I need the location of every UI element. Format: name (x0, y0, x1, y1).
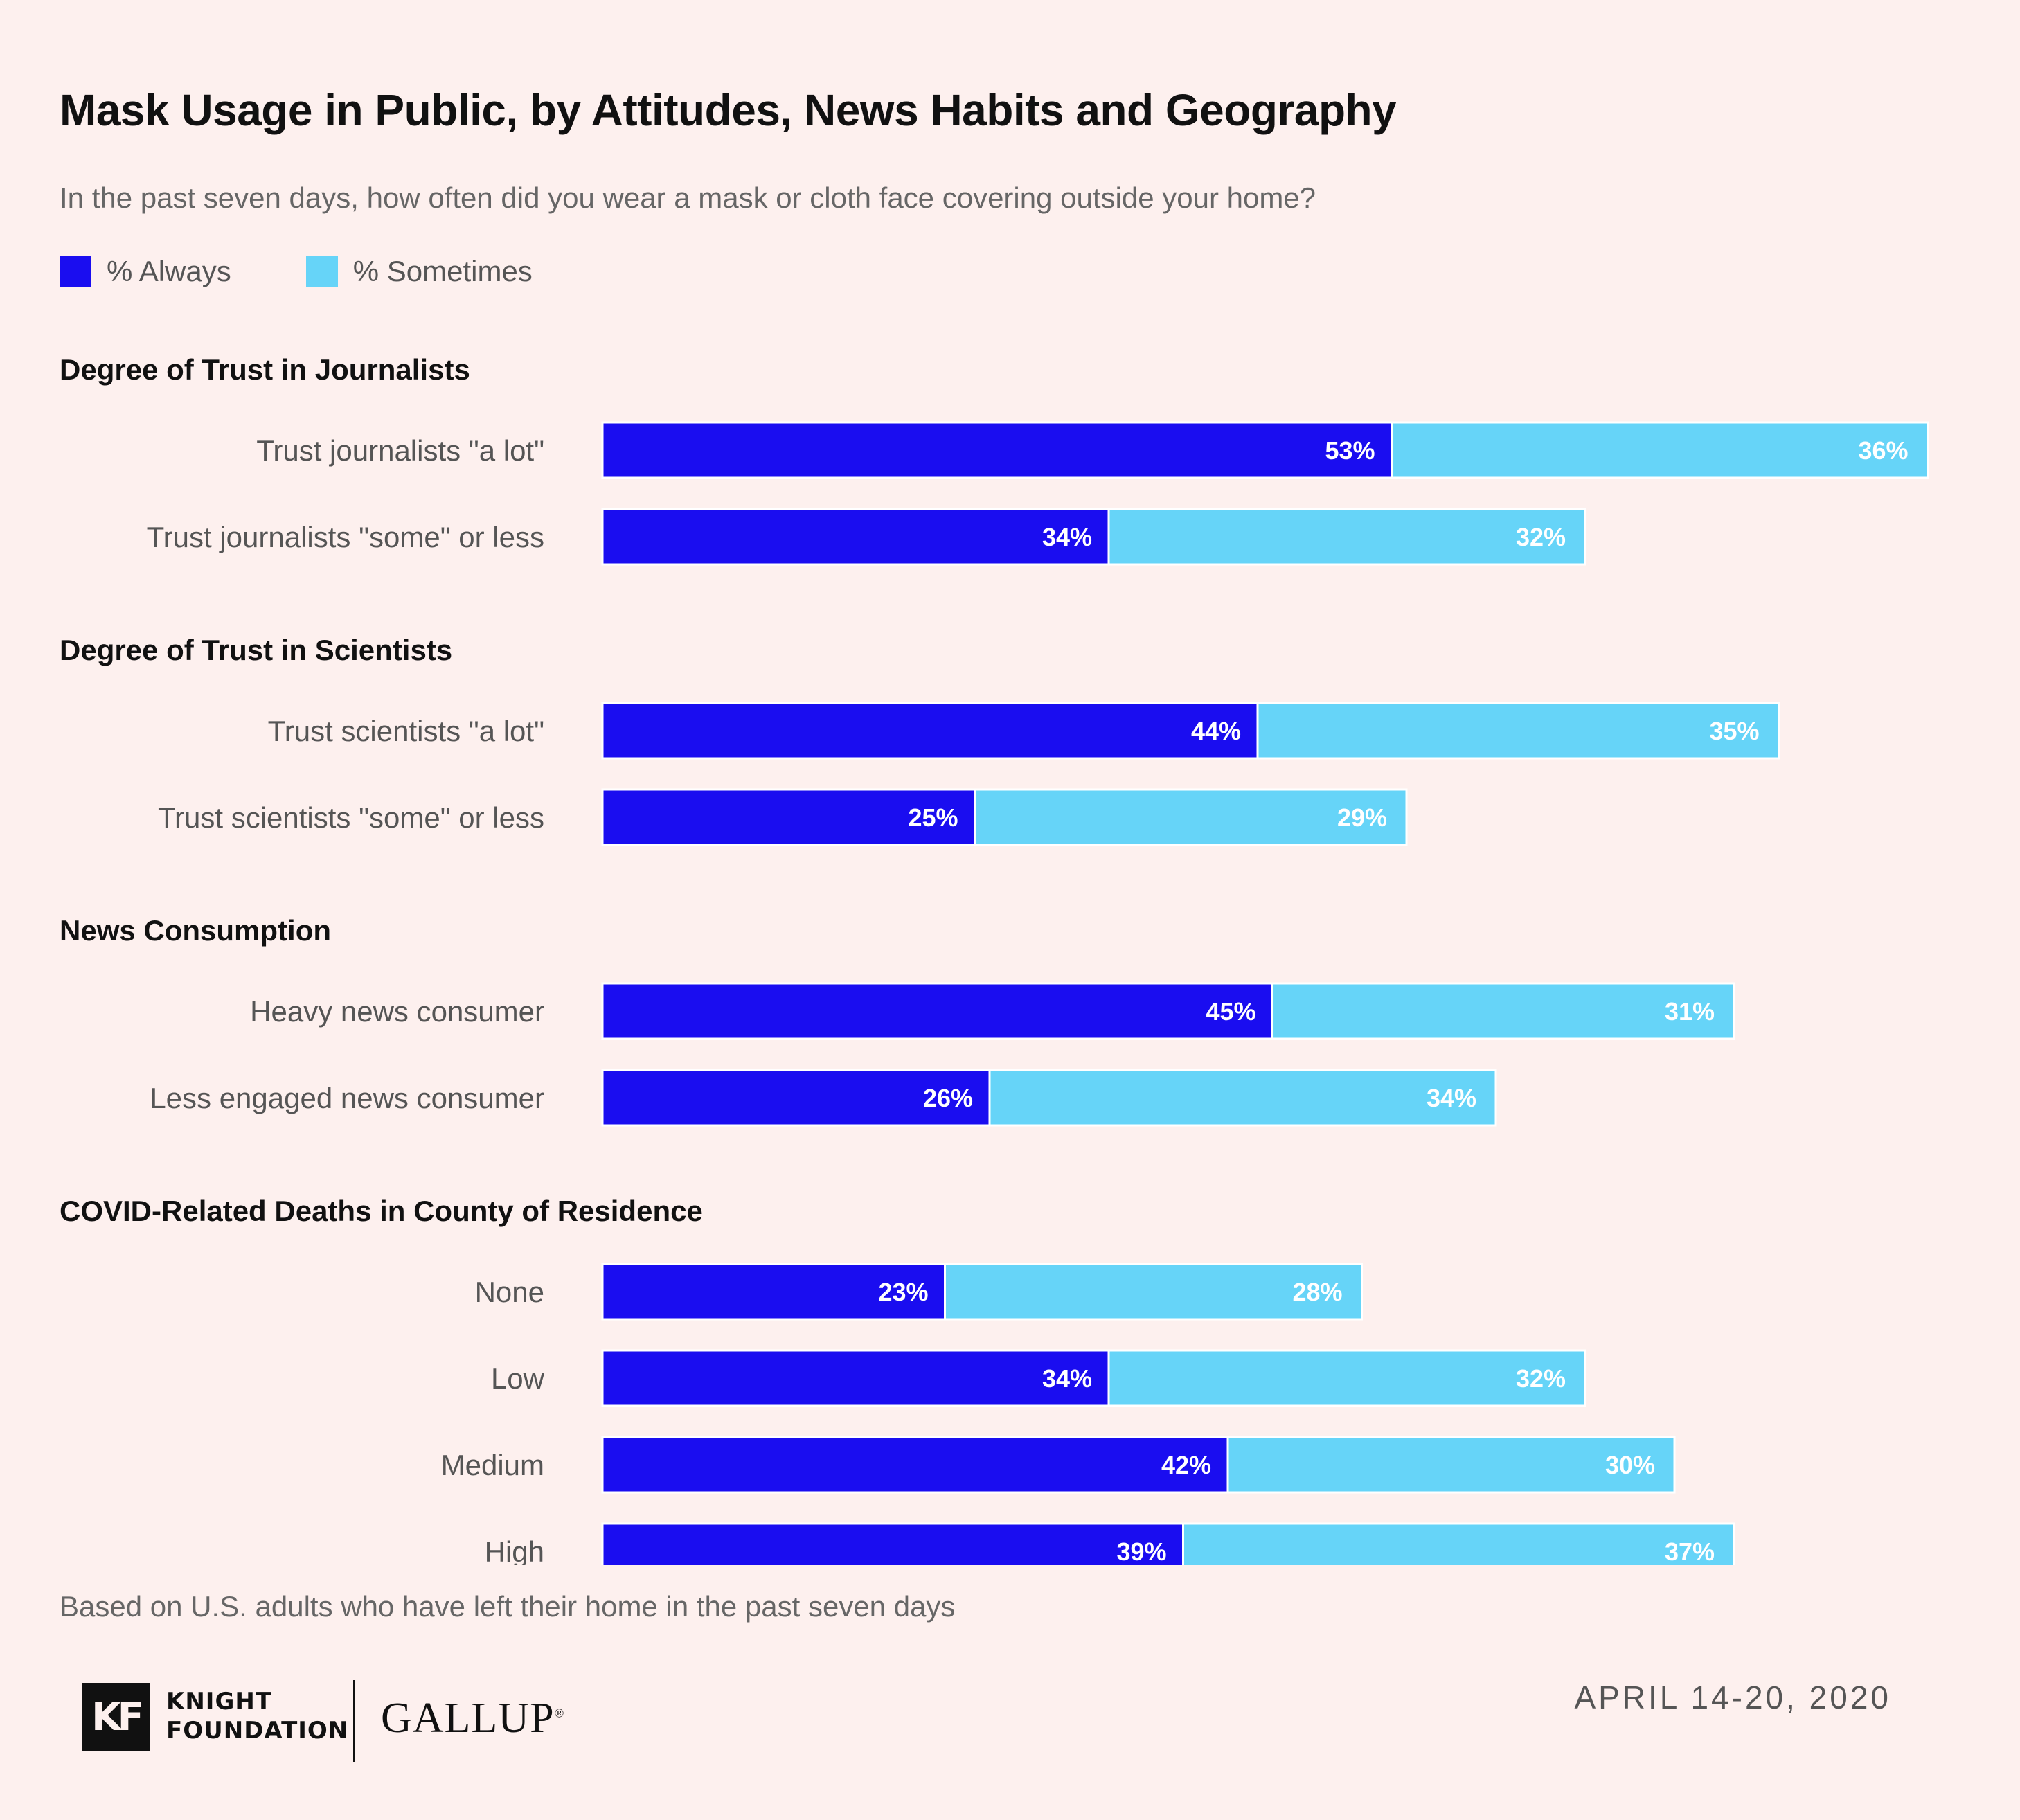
bar-always (601, 982, 1273, 1040)
value-label-sometimes: 37% (1665, 1537, 1715, 1565)
value-label-sometimes: 30% (1605, 1451, 1655, 1479)
bar-sometimes (1107, 1349, 1586, 1407)
legend-item-always: % Always (60, 255, 231, 288)
bar-sometimes (1391, 421, 1929, 479)
value-label-always: 25% (908, 803, 958, 832)
row-label: Trust journalists "some" or less (147, 521, 544, 553)
row-label: Low (491, 1362, 545, 1395)
value-label-always: 39% (1116, 1537, 1166, 1565)
bar-sometimes (1107, 508, 1586, 566)
row-label: Heavy news consumer (250, 995, 544, 1028)
logo-divider (353, 1680, 355, 1762)
gallup-registered-mark: ® (554, 1706, 565, 1720)
knight-wordmark-line1: KNIGHT (166, 1688, 273, 1715)
bar-always (601, 1436, 1229, 1494)
bar-always (601, 1522, 1184, 1565)
value-label-sometimes: 32% (1516, 523, 1566, 551)
survey-date: APRIL 14-20, 2020 (1574, 1679, 1891, 1715)
value-label-sometimes: 31% (1665, 997, 1715, 1026)
bar-always (601, 702, 1259, 760)
group-heading: News Consumption (60, 914, 331, 947)
bar-sometimes (944, 1263, 1363, 1321)
row-label: Trust journalists "a lot" (256, 434, 544, 467)
legend-swatch-sometimes (305, 256, 338, 287)
gallup-wordmark: GALLUP (381, 1695, 555, 1742)
row-label: Trust scientists "a lot" (268, 715, 544, 747)
gallup-logo: GALLUP® (381, 1694, 564, 1743)
group-heading: COVID-Related Deaths in County of Reside… (60, 1195, 703, 1227)
bar-sometimes (988, 1069, 1497, 1127)
knight-foundation-logo-mark: KF (82, 1683, 150, 1751)
row-label: None (475, 1276, 544, 1308)
legend-label-always: % Always (107, 255, 231, 287)
knight-wordmark-line2: FOUNDATION (166, 1717, 349, 1745)
bar-sometimes (1256, 702, 1780, 760)
bar-sometimes (1271, 982, 1735, 1040)
row-label: Trust scientists "some" or less (158, 801, 544, 834)
value-label-sometimes: 32% (1516, 1364, 1566, 1393)
chart-title: Mask Usage in Public, by Attitudes, News… (60, 85, 1397, 135)
value-label-sometimes: 34% (1427, 1084, 1476, 1112)
value-label-always: 42% (1161, 1451, 1211, 1479)
stacked-bar-chart: Degree of Trust in Journalists Trust jour… (60, 353, 1929, 1565)
value-label-sometimes: 28% (1292, 1278, 1342, 1306)
knight-foundation-wordmark: KNIGHT FOUNDATION (166, 1687, 348, 1745)
value-label-sometimes: 29% (1337, 803, 1387, 832)
legend-swatch-always (60, 256, 91, 287)
value-label-sometimes: 36% (1858, 436, 1908, 465)
value-label-always: 45% (1206, 997, 1255, 1026)
bar-sometimes (1182, 1522, 1735, 1565)
value-label-always: 34% (1042, 1364, 1092, 1393)
legend-label-sometimes: % Sometimes (352, 255, 533, 287)
row-label: High (485, 1535, 544, 1565)
bar-always (601, 1069, 991, 1127)
group-heading: Degree of Trust in Scientists (60, 634, 452, 666)
bar-sometimes (1226, 1436, 1676, 1494)
row-label: Medium (441, 1449, 544, 1481)
value-label-always: 53% (1325, 436, 1375, 465)
legend-item-sometimes: % Sometimes (305, 255, 533, 288)
value-label-always: 23% (878, 1278, 928, 1306)
value-label-always: 34% (1042, 523, 1092, 551)
footnote: Based on U.S. adults who have left their… (60, 1590, 956, 1623)
value-label-always: 44% (1191, 717, 1241, 745)
bar-sometimes (974, 788, 1408, 846)
group-heading: Degree of Trust in Journalists (60, 353, 470, 386)
value-label-sometimes: 35% (1709, 717, 1759, 745)
row-label: Less engaged news consumer (150, 1082, 544, 1114)
bar-always (601, 1349, 1110, 1407)
legend: % Always % Sometimes (60, 255, 607, 288)
value-label-always: 26% (923, 1084, 973, 1112)
bar-always (601, 421, 1393, 479)
chart-subtitle: In the past seven days, how often did yo… (60, 181, 1316, 214)
bar-always (601, 508, 1110, 566)
